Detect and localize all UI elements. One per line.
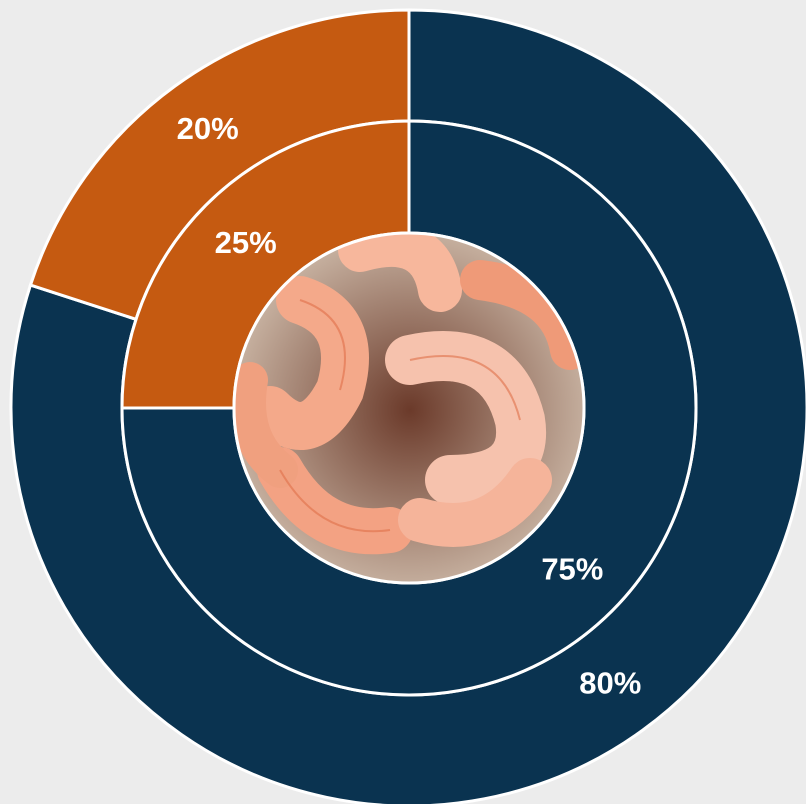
chart: 80% 20% 75% 25% [0, 0, 806, 804]
data-label: 80% [579, 665, 641, 700]
data-label: 75% [541, 552, 603, 587]
data-label: 25% [215, 225, 277, 260]
page: {"chart_data": {"type": "donut", "colors… [0, 0, 806, 804]
data-label: 20% [177, 111, 239, 146]
